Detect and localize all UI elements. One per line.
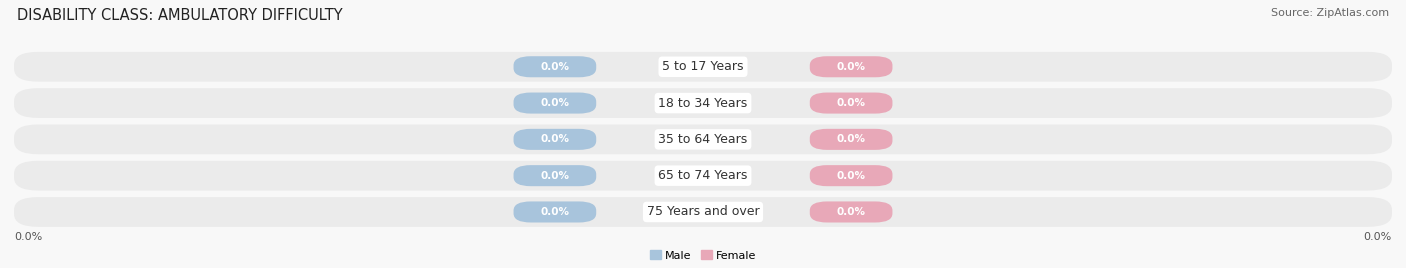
FancyBboxPatch shape bbox=[513, 202, 596, 222]
FancyBboxPatch shape bbox=[810, 129, 893, 150]
Text: 75 Years and over: 75 Years and over bbox=[647, 206, 759, 218]
FancyBboxPatch shape bbox=[513, 56, 596, 77]
Text: 0.0%: 0.0% bbox=[540, 134, 569, 144]
Text: 0.0%: 0.0% bbox=[837, 98, 866, 108]
Text: 35 to 64 Years: 35 to 64 Years bbox=[658, 133, 748, 146]
Legend: Male, Female: Male, Female bbox=[645, 246, 761, 265]
FancyBboxPatch shape bbox=[810, 202, 893, 222]
FancyBboxPatch shape bbox=[14, 197, 1392, 227]
FancyBboxPatch shape bbox=[14, 88, 1392, 118]
Text: 5 to 17 Years: 5 to 17 Years bbox=[662, 60, 744, 73]
Text: 0.0%: 0.0% bbox=[1364, 232, 1392, 242]
Text: 0.0%: 0.0% bbox=[837, 207, 866, 217]
FancyBboxPatch shape bbox=[513, 92, 596, 114]
Text: 65 to 74 Years: 65 to 74 Years bbox=[658, 169, 748, 182]
FancyBboxPatch shape bbox=[810, 92, 893, 114]
Text: 0.0%: 0.0% bbox=[540, 171, 569, 181]
FancyBboxPatch shape bbox=[810, 56, 893, 77]
Text: 18 to 34 Years: 18 to 34 Years bbox=[658, 96, 748, 110]
FancyBboxPatch shape bbox=[14, 52, 1392, 82]
Text: 0.0%: 0.0% bbox=[540, 207, 569, 217]
Text: 0.0%: 0.0% bbox=[540, 98, 569, 108]
Text: 0.0%: 0.0% bbox=[14, 232, 42, 242]
Text: 0.0%: 0.0% bbox=[837, 134, 866, 144]
FancyBboxPatch shape bbox=[810, 165, 893, 186]
Text: DISABILITY CLASS: AMBULATORY DIFFICULTY: DISABILITY CLASS: AMBULATORY DIFFICULTY bbox=[17, 8, 343, 23]
FancyBboxPatch shape bbox=[14, 124, 1392, 154]
Text: 0.0%: 0.0% bbox=[837, 171, 866, 181]
Text: 0.0%: 0.0% bbox=[540, 62, 569, 72]
FancyBboxPatch shape bbox=[14, 161, 1392, 191]
FancyBboxPatch shape bbox=[513, 129, 596, 150]
Text: 0.0%: 0.0% bbox=[837, 62, 866, 72]
Text: Source: ZipAtlas.com: Source: ZipAtlas.com bbox=[1271, 8, 1389, 18]
FancyBboxPatch shape bbox=[513, 165, 596, 186]
